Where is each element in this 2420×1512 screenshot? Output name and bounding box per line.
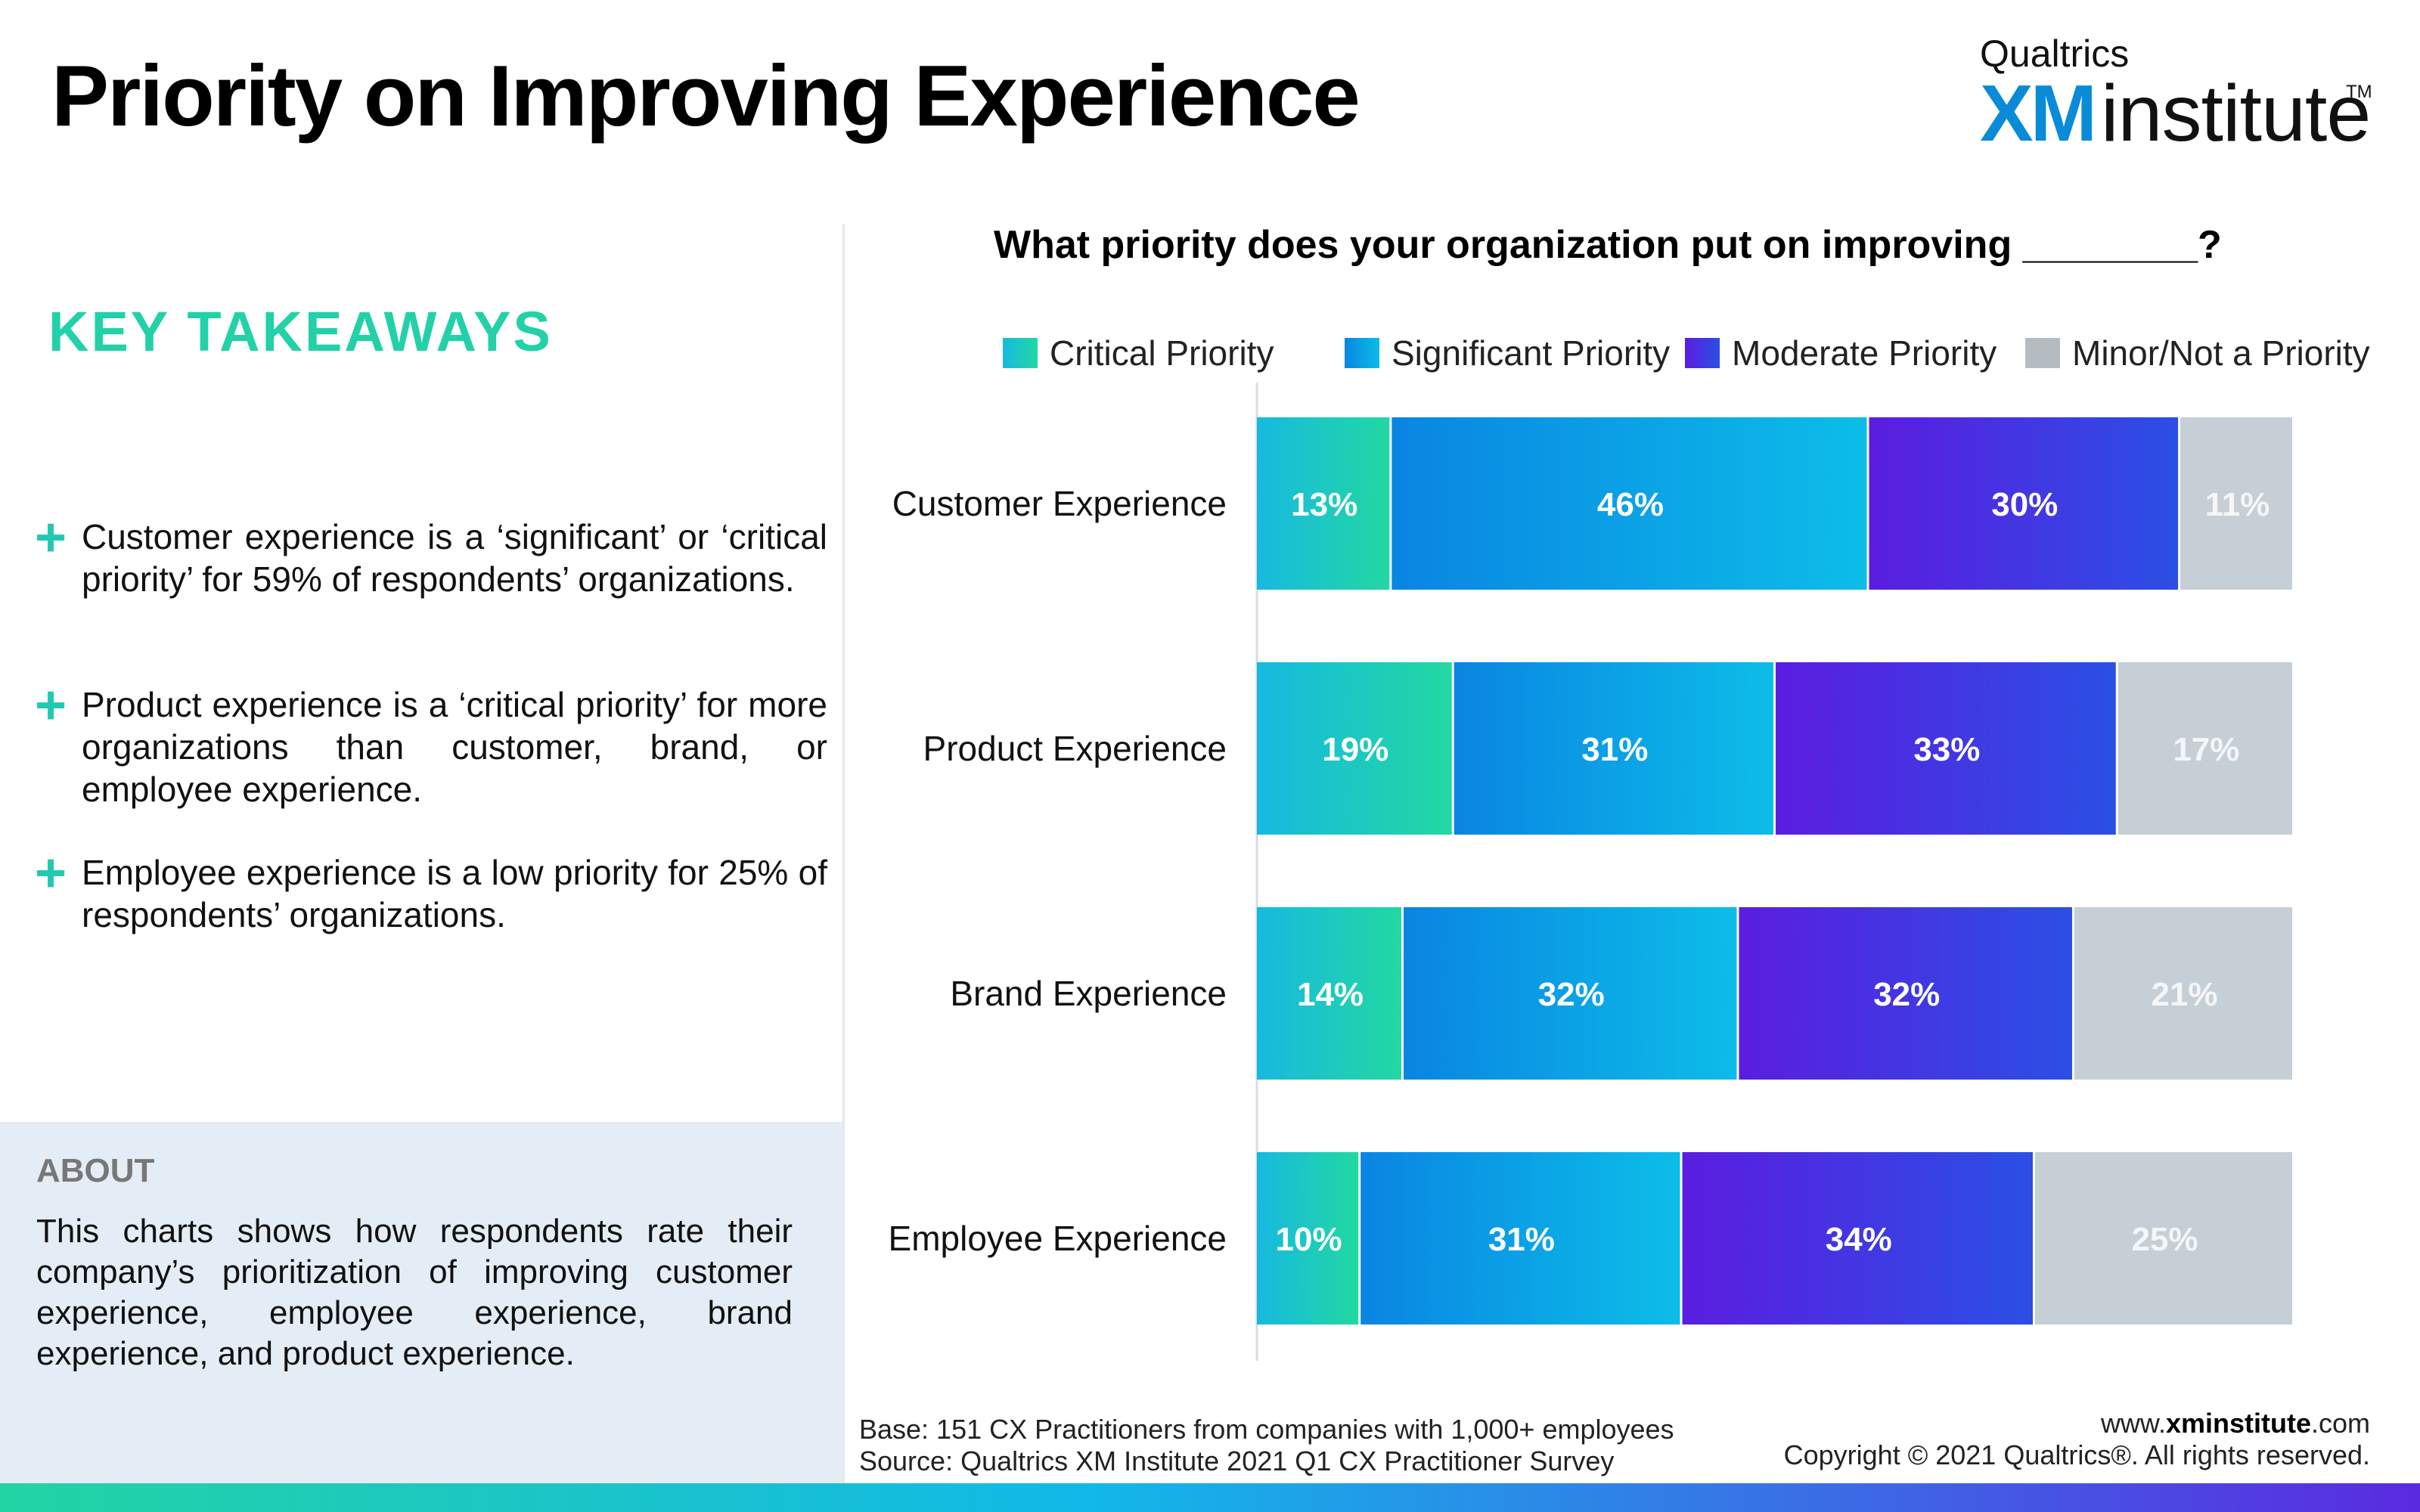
legend-item-minor: Minor/Not a Priority bbox=[2025, 333, 2370, 373]
bar-segment-significant-priority-brand-experience bbox=[1404, 907, 1737, 1080]
bar-segment-significant-priority-employee-experience bbox=[1360, 1152, 1680, 1325]
legend-item-moderate: Moderate Priority bbox=[1685, 333, 1996, 373]
logo-institute-text: institute bbox=[2101, 69, 2371, 158]
logo-xm-text: XM bbox=[1980, 69, 2097, 158]
footer-source-text: Source: Qualtrics XM Institute 2021 Q1 C… bbox=[859, 1445, 1615, 1476]
takeaway-text: Employee experience is a low priority fo… bbox=[82, 853, 827, 934]
website-link[interactable]: www.xminstitute.com bbox=[1784, 1408, 2370, 1439]
footer-base-text: Base: 151 CX Practitioners from companie… bbox=[859, 1414, 1674, 1445]
bar-segment-moderate-priority-brand-experience bbox=[1739, 907, 2072, 1080]
data-label-moderate-priority-product-experience: 33% bbox=[1913, 731, 1980, 768]
key-takeaways-heading: KEY TAKEAWAYS bbox=[48, 300, 553, 363]
bar-segment-critical-priority-employee-experience bbox=[1257, 1152, 1359, 1325]
data-label-critical-priority-employee-experience: 10% bbox=[1276, 1221, 1342, 1258]
data-label-minor-not-a-priority-brand-experience: 21% bbox=[2151, 976, 2217, 1013]
data-label-minor-not-a-priority-employee-experience: 25% bbox=[2131, 1221, 2198, 1258]
takeaway-text: Customer experience is a ‘significant’ o… bbox=[82, 517, 827, 599]
legend-swatch-minor bbox=[2025, 338, 2060, 368]
page-title: Priority on Improving Experience bbox=[51, 48, 1360, 144]
about-panel bbox=[0, 1122, 842, 1483]
logo-brand-text: Qualtrics bbox=[1980, 33, 2130, 75]
category-label-product-experience: Product Experience bbox=[923, 729, 1227, 768]
section-divider bbox=[842, 224, 845, 1483]
legend-label-minor: Minor/Not a Priority bbox=[2072, 333, 2370, 373]
data-label-critical-priority-product-experience: 19% bbox=[1322, 731, 1388, 768]
bar-segment-significant-priority-customer-experience bbox=[1392, 417, 1867, 590]
bar-segment-moderate-priority-product-experience bbox=[1776, 662, 2116, 835]
data-label-critical-priority-customer-experience: 13% bbox=[1291, 486, 1357, 523]
legend-swatch-critical bbox=[1003, 338, 1038, 368]
bar-segment-critical-priority-customer-experience bbox=[1257, 417, 1390, 590]
legend-item-critical: Critical Priority bbox=[1003, 333, 1274, 373]
website-suffix: .com bbox=[2310, 1408, 2370, 1439]
bar-segment-significant-priority-product-experience bbox=[1454, 662, 1773, 835]
bar-segment-critical-priority-product-experience bbox=[1257, 662, 1452, 835]
category-label-brand-experience: Brand Experience bbox=[950, 974, 1227, 1013]
plus-icon: + bbox=[35, 507, 67, 568]
takeaway-text: Product experience is a ‘critical priori… bbox=[82, 685, 827, 809]
category-label-customer-experience: Customer Experience bbox=[892, 484, 1227, 523]
data-label-moderate-priority-customer-experience: 30% bbox=[1991, 486, 2058, 523]
data-label-critical-priority-brand-experience: 14% bbox=[1297, 976, 1364, 1013]
legend-label-critical: Critical Priority bbox=[1050, 333, 1274, 373]
data-label-significant-priority-brand-experience: 32% bbox=[1538, 976, 1605, 1013]
data-label-minor-not-a-priority-product-experience: 17% bbox=[2173, 731, 2239, 768]
bar-segment-minor-not-a-priority-brand-experience bbox=[2074, 907, 2292, 1080]
chart-title: What priority does your organization put… bbox=[994, 223, 2222, 267]
bar-segment-minor-not-a-priority-product-experience bbox=[2118, 662, 2292, 835]
bar-segment-minor-not-a-priority-customer-experience bbox=[2180, 417, 2292, 590]
legend-label-moderate: Moderate Priority bbox=[1732, 333, 1997, 373]
bar-segment-moderate-priority-customer-experience bbox=[1869, 417, 2179, 590]
legend-label-significant: Significant Priority bbox=[1392, 333, 1671, 373]
website-prefix: www. bbox=[2100, 1408, 2166, 1439]
legend-item-significant: Significant Priority bbox=[1345, 333, 1670, 373]
category-label-employee-experience: Employee Experience bbox=[889, 1219, 1227, 1258]
bar-segment-critical-priority-brand-experience bbox=[1257, 907, 1402, 1080]
footer-copyright-block: www.xminstitute.com Copyright © 2021 Qua… bbox=[1784, 1408, 2370, 1471]
legend-swatch-significant bbox=[1345, 338, 1379, 368]
data-label-significant-priority-customer-experience: 46% bbox=[1597, 486, 1664, 523]
logo-trademark: TM bbox=[2346, 82, 2372, 102]
bar-segment-minor-not-a-priority-employee-experience bbox=[2035, 1152, 2292, 1325]
data-label-minor-not-a-priority-customer-experience: 11% bbox=[2205, 486, 2270, 523]
website-domain: xminstitute bbox=[2165, 1408, 2311, 1439]
bar-segment-moderate-priority-employee-experience bbox=[1682, 1152, 2033, 1325]
about-heading: ABOUT bbox=[36, 1152, 155, 1189]
qualtrics-xm-institute-logo[interactable]: Qualtrics XM institute TM bbox=[1975, 27, 2372, 158]
plus-icon: + bbox=[35, 843, 67, 903]
legend-swatch-moderate bbox=[1685, 338, 1720, 368]
data-label-moderate-priority-brand-experience: 32% bbox=[1873, 976, 1940, 1013]
plus-icon: + bbox=[35, 675, 67, 736]
copyright-text: Copyright © 2021 Qualtrics®. All rights … bbox=[1783, 1439, 2370, 1470]
data-label-moderate-priority-employee-experience: 34% bbox=[1826, 1221, 1892, 1258]
data-label-significant-priority-employee-experience: 31% bbox=[1488, 1221, 1555, 1258]
data-label-significant-priority-product-experience: 31% bbox=[1581, 731, 1648, 768]
bottom-gradient-strip bbox=[0, 1483, 2420, 1512]
footer-base-source: Base: 151 CX Practitioners from companie… bbox=[859, 1414, 1674, 1477]
about-text: This charts shows how respondents rate t… bbox=[36, 1213, 793, 1372]
